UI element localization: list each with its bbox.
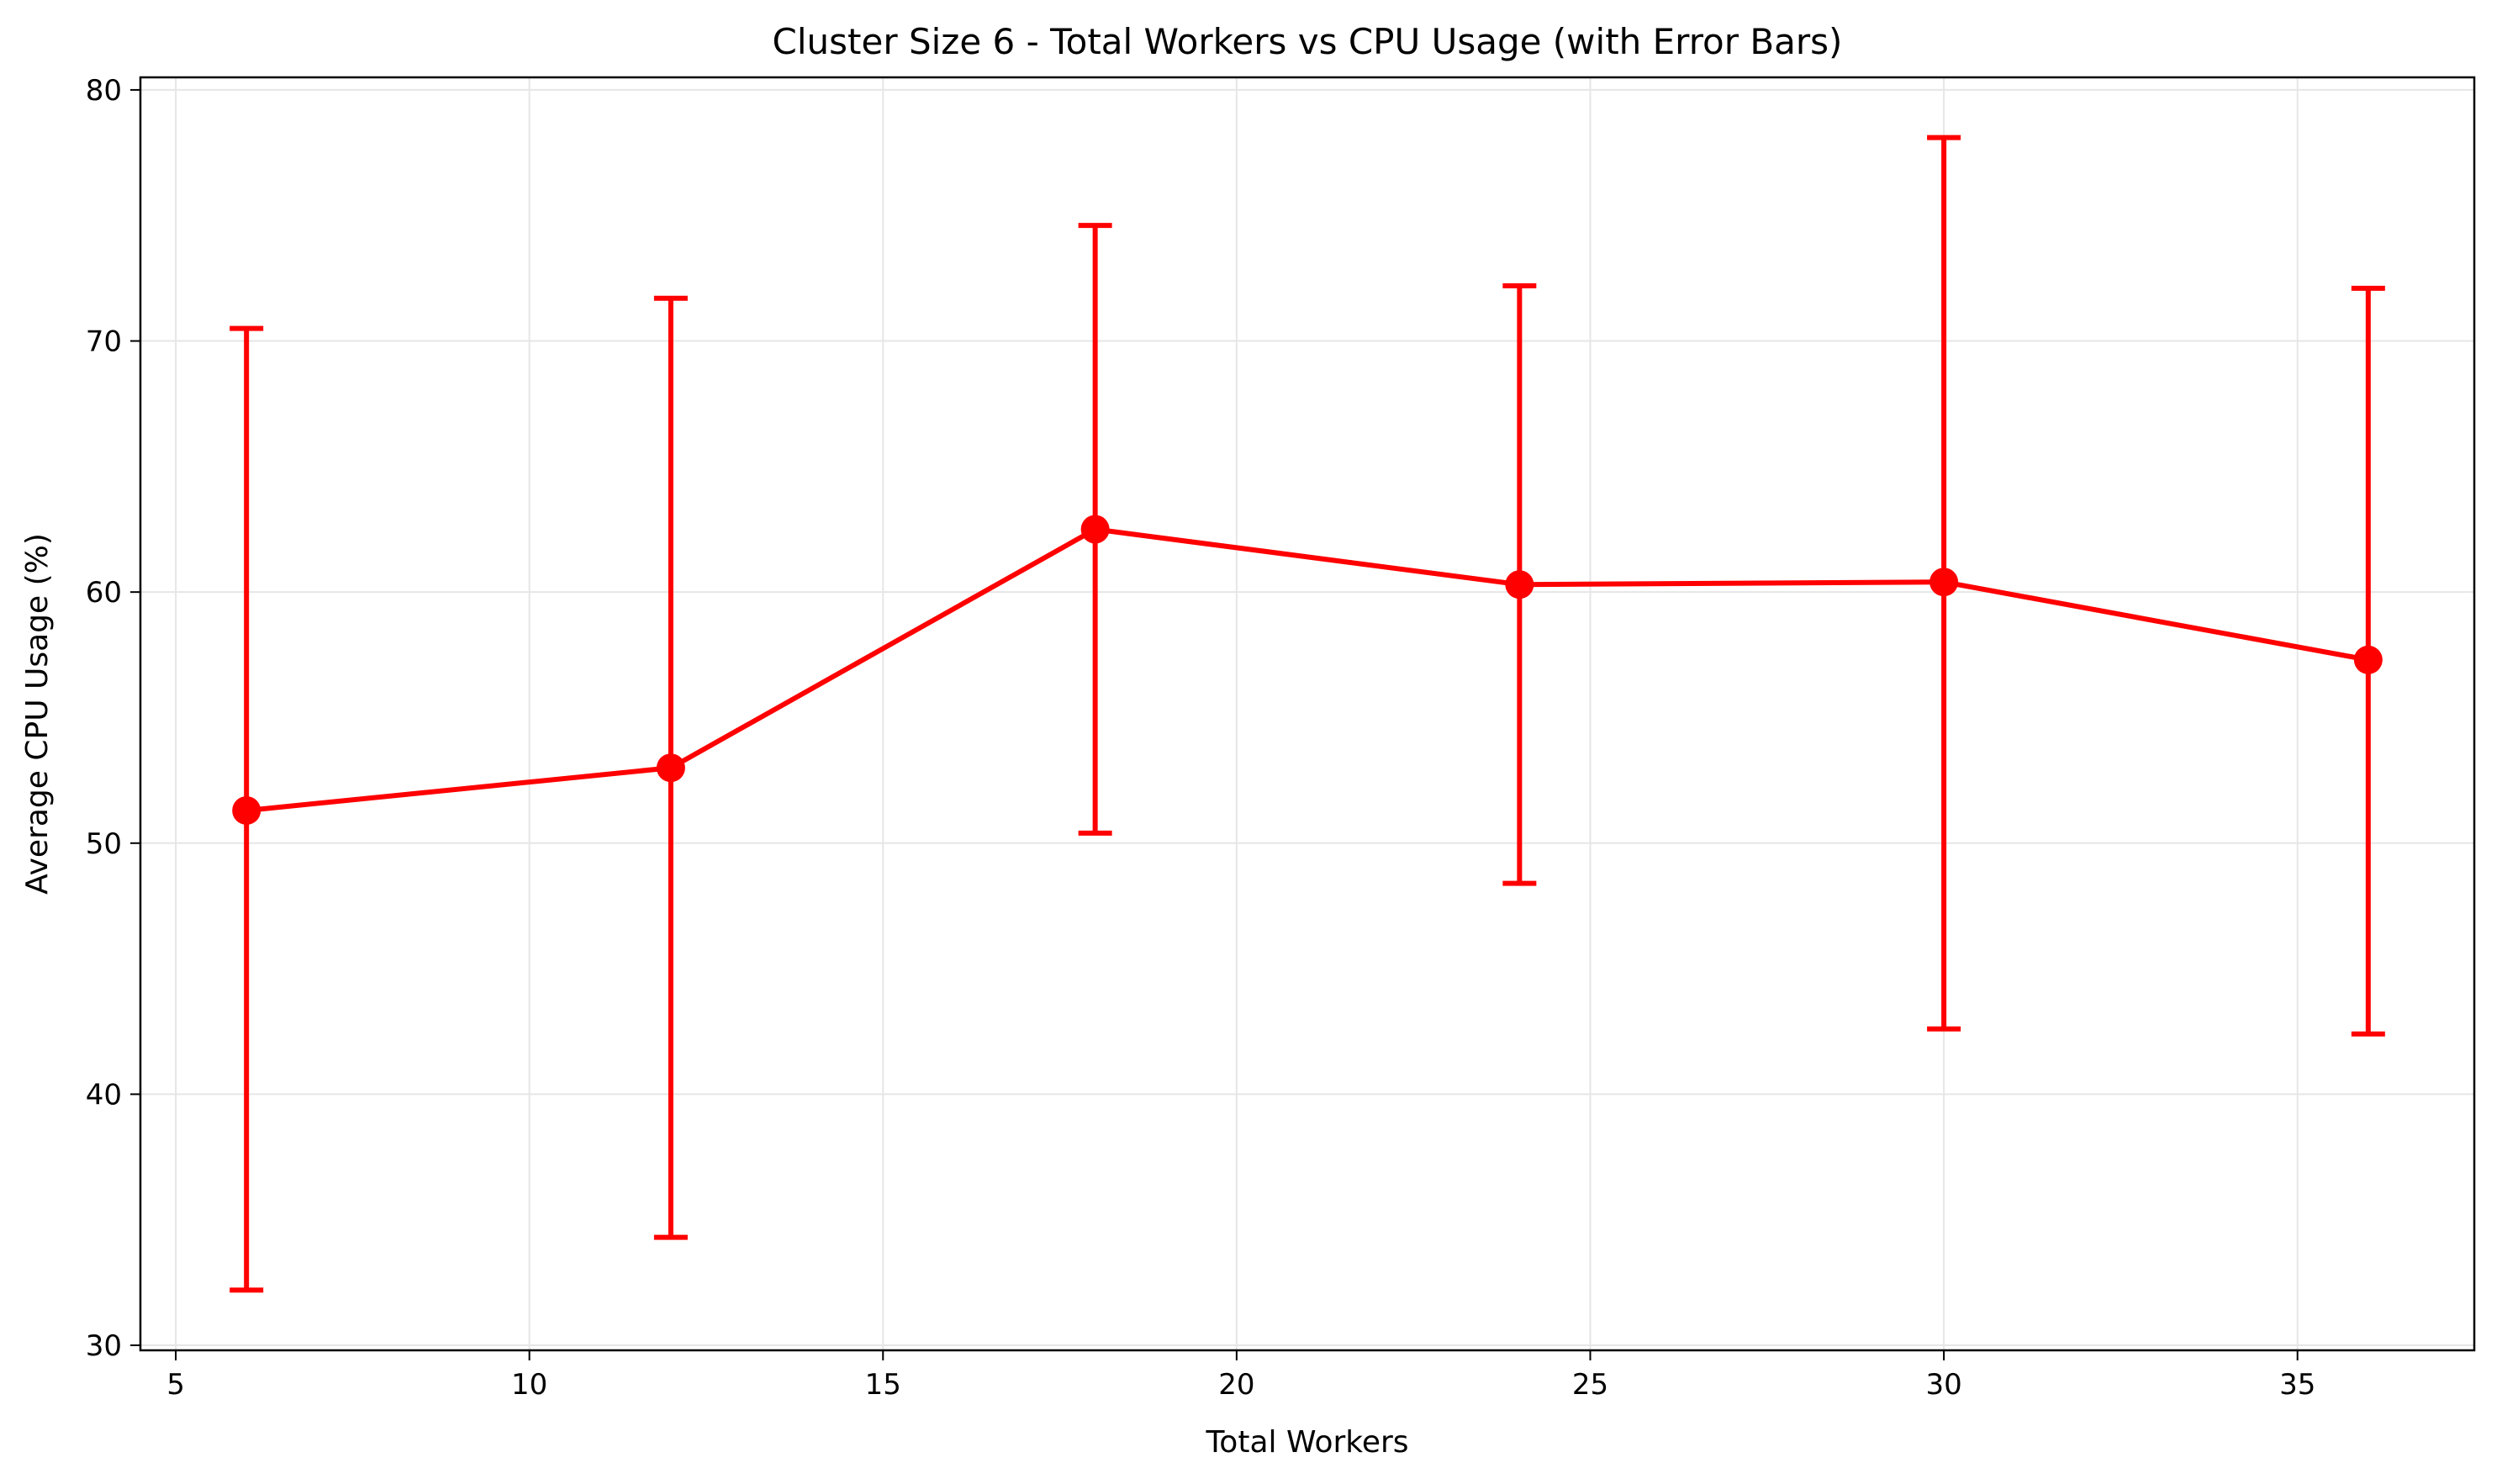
data-point xyxy=(1505,570,1534,599)
x-tick-label: 35 xyxy=(2279,1368,2315,1402)
x-tick-label: 5 xyxy=(166,1368,185,1402)
data-point xyxy=(1080,515,1110,544)
y-tick-label: 50 xyxy=(86,827,122,861)
y-tick-label: 30 xyxy=(86,1329,122,1363)
x-tick-label: 25 xyxy=(1572,1368,1608,1402)
data-point xyxy=(1930,568,1959,597)
data-point xyxy=(232,795,261,825)
x-tick-label: 10 xyxy=(511,1368,547,1402)
chart-title: Cluster Size 6 - Total Workers vs CPU Us… xyxy=(773,21,1843,62)
x-tick-label: 30 xyxy=(1925,1368,1961,1402)
x-tick-label: 20 xyxy=(1218,1368,1254,1402)
y-tick-label: 80 xyxy=(86,74,122,108)
series-line xyxy=(245,526,2369,813)
x-axis-label: Total Workers xyxy=(1205,1425,1408,1460)
axis-ticks: 5 10 15 20 25 30 35 30 40 50 60 70 80 xyxy=(86,74,2316,1402)
y-axis-label: Average CPU Usage (%) xyxy=(20,533,55,895)
data-point xyxy=(656,753,685,783)
y-tick-label: 70 xyxy=(86,325,122,359)
y-tick-label: 60 xyxy=(86,576,122,610)
grid-lines xyxy=(140,77,2474,1350)
y-tick-label: 40 xyxy=(86,1078,122,1112)
series-group xyxy=(230,135,2385,1293)
data-point xyxy=(2353,645,2383,674)
x-tick-label: 15 xyxy=(865,1368,901,1402)
plot-frame xyxy=(139,76,2476,1352)
